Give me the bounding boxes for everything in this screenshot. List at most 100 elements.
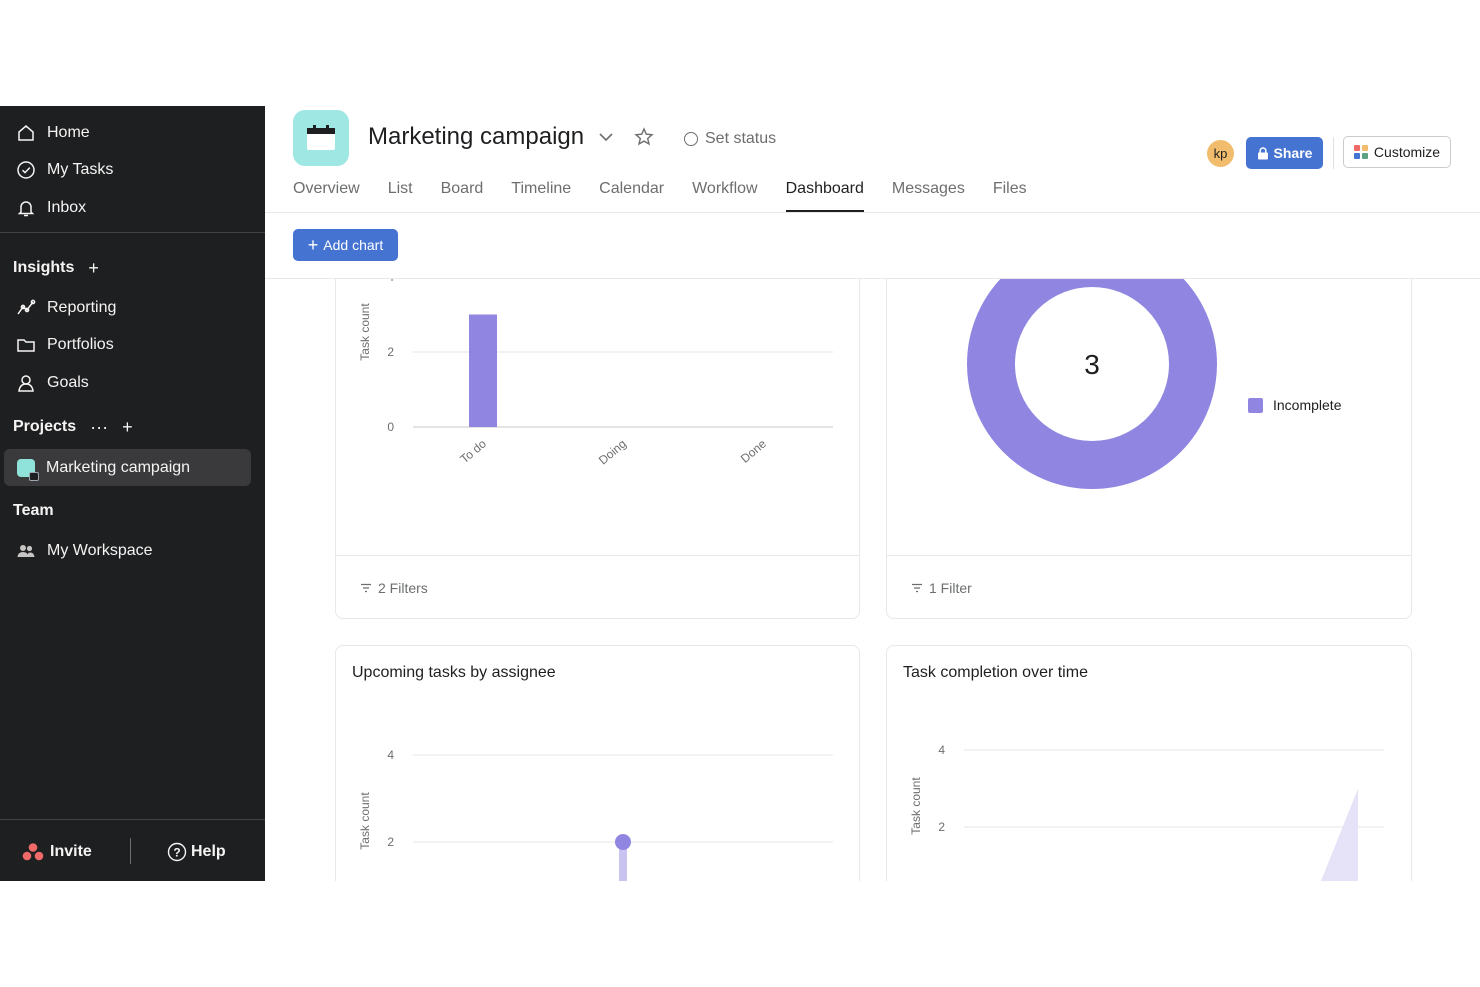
x-tick-label: To do: [457, 436, 489, 466]
home-icon: [15, 122, 37, 144]
y-axis-label: Task count: [358, 792, 372, 850]
sidebar-item-label: Portfolios: [47, 336, 114, 353]
tab-overview[interactable]: Overview: [293, 180, 360, 197]
completion-chart: 2 4 Task count: [909, 743, 1384, 881]
tab-dashboard[interactable]: Dashboard: [785, 180, 865, 212]
y-tick-label: 4: [387, 748, 394, 762]
tab-calendar[interactable]: Calendar: [599, 180, 665, 197]
filters-button[interactable]: 1 Filter: [911, 580, 972, 596]
y-tick-label: 2: [387, 345, 394, 359]
sidebar-item-my-workspace[interactable]: My Workspace: [0, 534, 265, 568]
chart-card-bar: 0 2 4 Task count To do Doing Done 2 Filters: [335, 278, 860, 619]
x-tick-label: Done: [738, 436, 769, 465]
status-circle-icon: [684, 132, 698, 146]
sidebar-item-label: My Workspace: [47, 542, 153, 559]
donut-slice: [967, 278, 1217, 489]
sidebar-item-inbox[interactable]: Inbox: [0, 191, 265, 225]
sidebar-item-label: Goals: [47, 374, 89, 391]
sidebar-item-portfolios[interactable]: Portfolios: [0, 328, 265, 362]
invite-button[interactable]: Invite: [22, 842, 92, 862]
help-label: Help: [191, 843, 226, 860]
sidebar-footer: Invite ? Help: [0, 819, 265, 881]
add-chart-button[interactable]: + Add chart: [293, 229, 398, 261]
customize-button[interactable]: Customize: [1343, 136, 1451, 168]
asana-logo-icon: [22, 843, 44, 861]
tab-list[interactable]: List: [387, 180, 413, 197]
donut-chart: 3: [967, 278, 1217, 489]
projects-section-title: Projects ··· +: [13, 418, 133, 436]
team-section-title: Team: [13, 502, 54, 520]
plus-icon: +: [307, 235, 319, 255]
y-tick-label: 2: [938, 820, 945, 834]
bell-icon: [15, 197, 37, 219]
projects-more-button[interactable]: ···: [90, 417, 109, 437]
chart-card-task-completion: Task completion over time 2 4 Task count: [886, 645, 1412, 881]
card-title: Upcoming tasks by assignee: [352, 664, 556, 681]
lock-icon: [29, 471, 39, 481]
y-axis-label: Task count: [358, 303, 372, 361]
lock-icon: [1257, 146, 1268, 159]
lollipop-stem: [619, 842, 627, 881]
project-color-swatch: [17, 458, 39, 481]
filter-icon: [361, 583, 371, 593]
sidebar-item-goals[interactable]: Goals: [0, 366, 265, 400]
sidebar-project-marketing-campaign[interactable]: Marketing campaign: [4, 449, 251, 486]
person-icon: [15, 372, 37, 394]
dashboard-toolbar: + Add chart: [265, 213, 1480, 279]
project-header: Marketing campaign Set status kp Share C…: [265, 106, 1480, 213]
x-tick-label: Doing: [596, 437, 629, 468]
chevron-down-icon[interactable]: [598, 129, 614, 145]
sidebar-item-label: My Tasks: [47, 161, 114, 178]
avatar[interactable]: kp: [1207, 140, 1234, 167]
projects-title: Projects: [13, 418, 77, 435]
team-title: Team: [13, 502, 54, 519]
area-fill: [1321, 788, 1358, 881]
sidebar-item-home[interactable]: Home: [0, 116, 265, 150]
bar: [469, 314, 497, 427]
add-insight-button[interactable]: +: [88, 258, 99, 278]
sidebar: Home My Tasks Inbox Insights + Reporting: [0, 106, 265, 881]
tab-timeline[interactable]: Timeline: [511, 180, 572, 197]
card-footer: 2 Filters: [336, 555, 859, 618]
help-button[interactable]: ? Help: [167, 842, 226, 862]
sidebar-item-my-tasks[interactable]: My Tasks: [0, 153, 265, 187]
sidebar-divider: [0, 232, 265, 233]
star-icon[interactable]: [634, 127, 654, 147]
card-footer: 1 Filter: [887, 555, 1411, 618]
filters-button[interactable]: 2 Filters: [360, 580, 428, 596]
tab-workflow[interactable]: Workflow: [692, 180, 758, 197]
customize-label: Customize: [1373, 144, 1441, 160]
project-tabs: Overview List Board Timeline Calendar Wo…: [293, 180, 1055, 212]
insights-title: Insights: [13, 259, 75, 276]
insights-section-title: Insights +: [13, 259, 99, 277]
sidebar-item-label: Home: [47, 124, 90, 141]
people-icon: [15, 540, 37, 562]
sidebar-item-label: Inbox: [47, 199, 87, 216]
legend-item-incomplete: Incomplete: [1248, 397, 1341, 413]
chart-card-donut: 3 Incomplete 1 Filter: [886, 278, 1412, 619]
add-project-button[interactable]: +: [122, 417, 133, 437]
assignee-chart: 2 4 Task count: [358, 748, 833, 881]
y-tick-label: 4: [938, 743, 945, 757]
svg-text:?: ?: [173, 846, 180, 860]
customize-grid-icon: [1353, 145, 1368, 159]
sidebar-item-reporting[interactable]: Reporting: [0, 291, 265, 325]
folder-icon: [15, 334, 37, 356]
legend-label: Incomplete: [1273, 397, 1342, 413]
help-circle-icon: ?: [167, 842, 187, 862]
tab-board[interactable]: Board: [440, 180, 484, 197]
y-axis-label: Task count: [909, 777, 923, 835]
legend-swatch: [1248, 397, 1263, 413]
donut-center-label: 3: [1084, 349, 1100, 380]
y-tick-label: 4: [387, 278, 394, 284]
y-tick-label: 0: [387, 420, 394, 434]
tab-messages[interactable]: Messages: [891, 180, 965, 197]
share-button[interactable]: Share: [1246, 137, 1323, 169]
set-status-button[interactable]: Set status: [684, 130, 776, 148]
share-label: Share: [1273, 145, 1313, 161]
app-window: Home My Tasks Inbox Insights + Reporting: [0, 106, 1480, 881]
filter-icon: [912, 583, 922, 593]
card-title: Task completion over time: [903, 664, 1088, 681]
tab-files[interactable]: Files: [992, 180, 1027, 197]
page-title: Marketing campaign: [368, 123, 585, 150]
